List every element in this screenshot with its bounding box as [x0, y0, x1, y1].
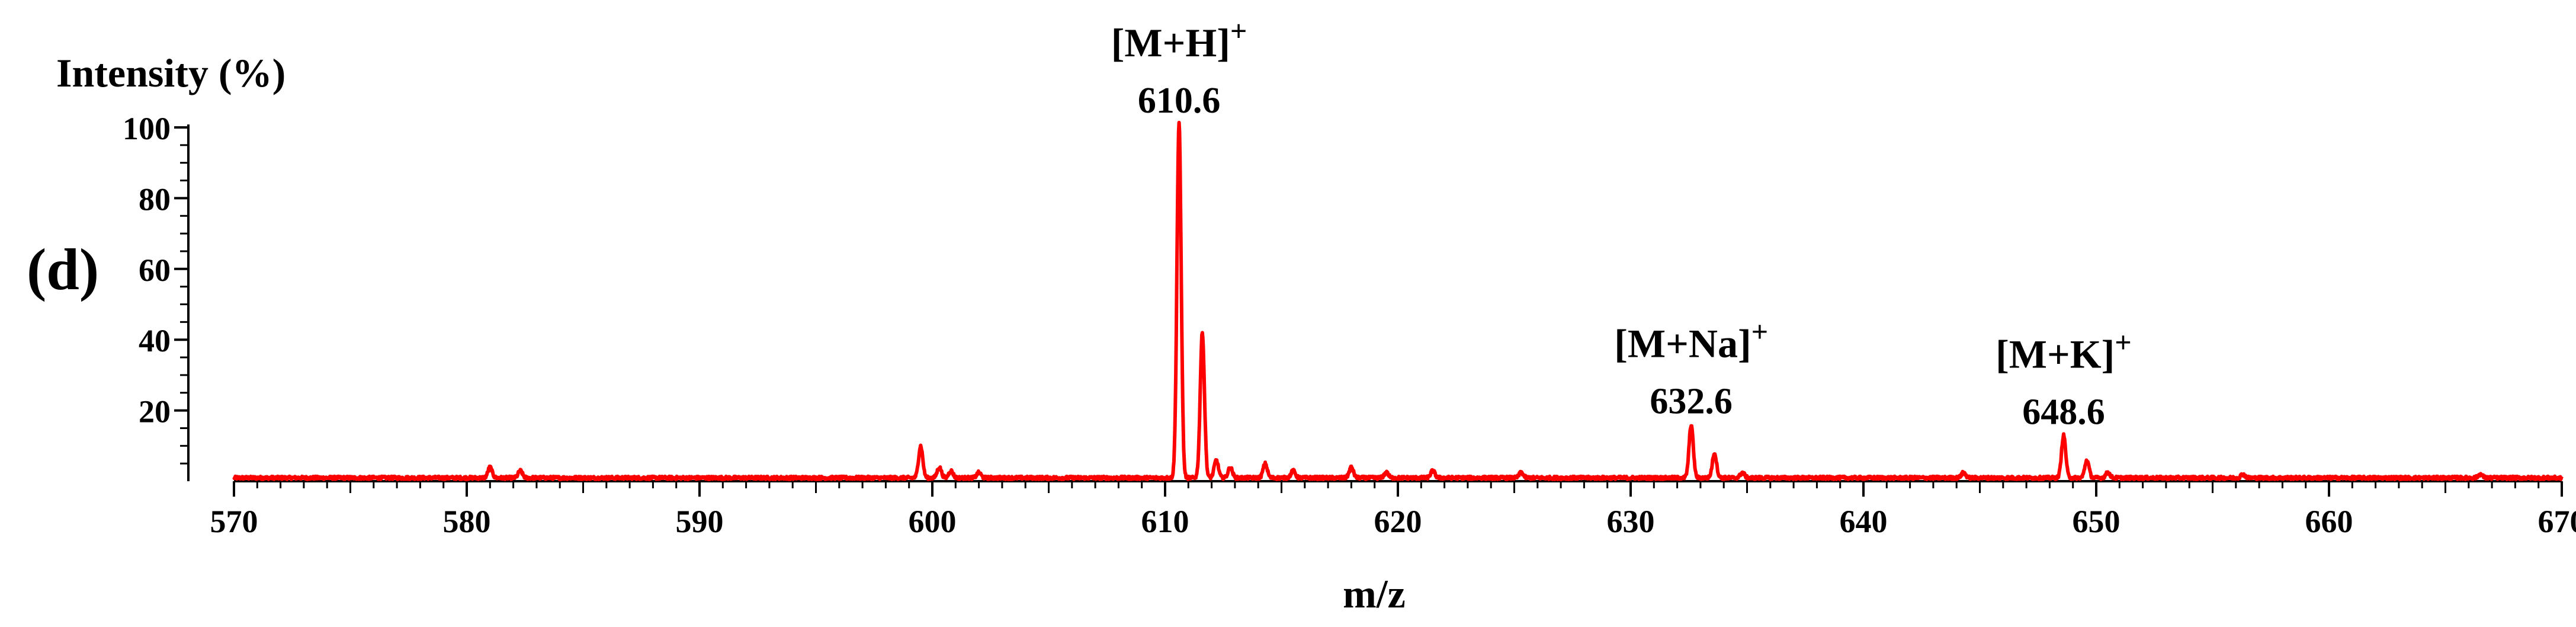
x-tick-label: 660: [2305, 504, 2353, 539]
x-tick-label: 590: [676, 504, 724, 539]
peak-annotations: [M+H]+ 610.6 [M+Na]+ 632.6 [M+K]+ 648.6: [1111, 14, 2132, 432]
y-minor-ticks: [180, 145, 188, 463]
x-tick-label: 640: [1840, 504, 1888, 539]
x-tick-label: 610: [1141, 504, 1189, 539]
peak-value-label: 610.6: [1138, 81, 1221, 121]
y-tick-label: 100: [123, 111, 171, 146]
peak-ion-label: [M+H]+: [1111, 14, 1247, 65]
spectrum-line: [234, 123, 2562, 479]
y-tick-label: 40: [139, 323, 171, 359]
y-major-ticks: 20 40 60 80 100: [123, 111, 188, 430]
panel-label: (d): [27, 236, 99, 302]
x-tick-label: 570: [210, 504, 258, 539]
x-tick-label: 670: [2538, 504, 2576, 539]
x-tick-label: 580: [443, 504, 491, 539]
y-tick-label: 60: [139, 252, 171, 288]
y-tick-label: 80: [139, 181, 171, 217]
x-tick-label: 650: [2073, 504, 2121, 539]
peak-ion-label: [M+Na]+: [1614, 315, 1768, 366]
peak-value-label: 648.6: [2022, 392, 2105, 432]
x-axis-title: m/z: [1343, 571, 1406, 616]
y-tick-label: 20: [139, 394, 171, 430]
x-major-ticks: 570 580 590 600 610 620 630 640 650 660 670: [210, 481, 2576, 539]
x-tick-label: 600: [909, 504, 957, 539]
y-axis-title: Intensity (%): [56, 50, 285, 95]
x-tick-label: 620: [1374, 504, 1422, 539]
x-tick-label: 630: [1607, 504, 1655, 539]
peak-ion-label: [M+K]+: [1996, 325, 2132, 376]
peak-value-label: 632.6: [1650, 381, 1733, 421]
